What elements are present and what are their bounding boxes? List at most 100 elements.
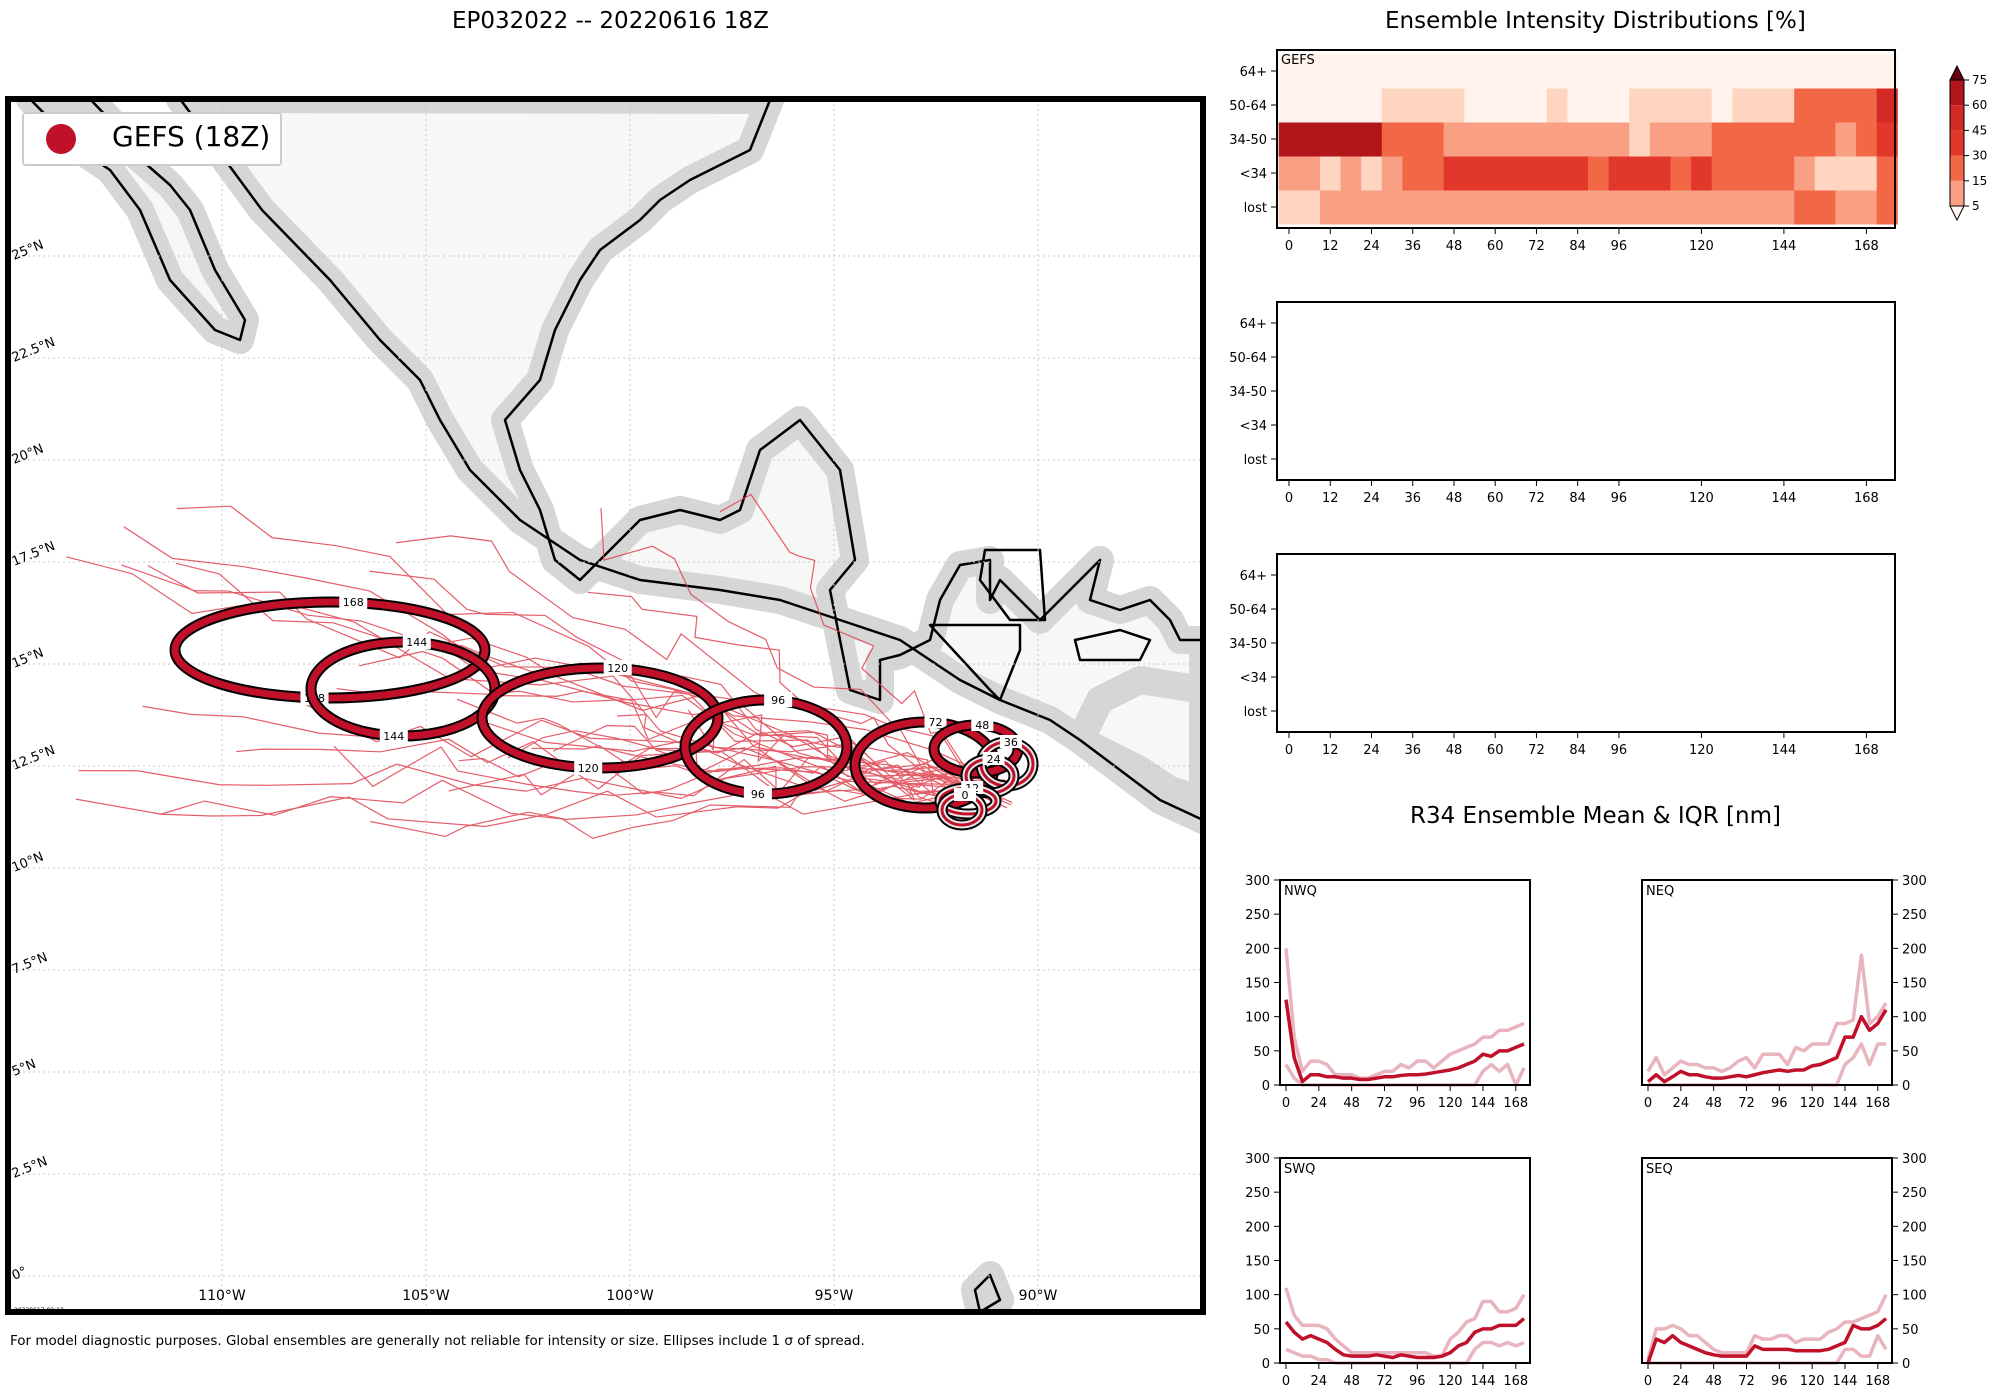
heatmap-cell: [1794, 88, 1816, 123]
heatmap-ytick-label: 34-50: [1229, 637, 1267, 652]
heatmap-cell: [1588, 122, 1610, 157]
legend-marker-dot: [46, 124, 76, 154]
map-title: EP032022 -- 20220616 18Z: [452, 8, 769, 34]
colorbar-segment: [1950, 155, 1964, 181]
ellipse-ring: [171, 598, 489, 702]
heatmap-cell: [1299, 88, 1321, 123]
heatmap-cell: [1381, 122, 1403, 157]
heatmap-cell: [1381, 190, 1403, 225]
colorbar-max-extend: [1949, 64, 1965, 81]
r34-ytick-label: 50: [1902, 1323, 1919, 1338]
heatmap-ytick-label: <34: [1240, 419, 1267, 434]
heatmap-cell: [1423, 156, 1445, 191]
heatmap-xtick-label: 96: [1611, 743, 1628, 758]
heatmap-xtick-label: 24: [1363, 491, 1380, 506]
heatmap-xtick-label: 120: [1689, 239, 1714, 254]
r34-ytick-label: 300: [1902, 874, 1927, 889]
heatmap-cell: [1402, 122, 1424, 157]
r34-xtick-label: 168: [1503, 1374, 1528, 1389]
heatmap-cell: [1526, 54, 1548, 89]
colorbar-frame: [1949, 79, 1965, 207]
heatmap-xtick-label: 144: [1771, 239, 1796, 254]
heatmap-cell: [1649, 54, 1671, 89]
ellipse-96: 96 96: [679, 692, 853, 801]
heatmap-ytick-label: 50-64: [1229, 603, 1267, 618]
ellipse-label: 120: [578, 762, 599, 775]
r34-xtick-label: 48: [1705, 1096, 1722, 1111]
heatmap-cell: [1835, 122, 1857, 157]
ellipse-0: 0: [936, 788, 988, 831]
ellipse-label: 144: [406, 636, 427, 649]
lon-label: 105°W: [402, 1288, 450, 1304]
heatmap-cell: [1711, 54, 1733, 89]
heatmap-xtick-label: 60: [1487, 239, 1504, 254]
heatmap-xtick-label: 12: [1322, 743, 1339, 758]
r34-panel-label: SWQ: [1284, 1162, 1315, 1177]
heatmap-cell: [1773, 88, 1795, 123]
heatmap-xtick-label: 144: [1771, 491, 1796, 506]
r34-ytick-label: 150: [1245, 977, 1270, 992]
heatmap-xtick-label: 168: [1854, 239, 1879, 254]
colorbar-tick-label: 75: [1972, 73, 1987, 87]
r34-xtick-label: 0: [1282, 1374, 1290, 1389]
heatmap-cell: [1423, 122, 1445, 157]
heatmap-cell: [1299, 156, 1321, 191]
heatmap-ytick-label: 64+: [1240, 569, 1267, 584]
heatmap-cell: [1835, 190, 1857, 225]
heatmap-cell: [1856, 88, 1878, 123]
heatmap-xtick-label: 96: [1611, 491, 1628, 506]
heatmap-cell: [1670, 190, 1692, 225]
heatmap-cell: [1876, 122, 1898, 157]
map-legend: GEFS (18Z): [22, 112, 282, 166]
heatmap-xtick-label: 84: [1569, 743, 1586, 758]
heatmap-cell: [1608, 190, 1630, 225]
r34-ytick-label: 100: [1902, 1289, 1927, 1304]
r34-xtick-label: 72: [1376, 1374, 1393, 1389]
lon-label: 95°W: [815, 1288, 854, 1304]
ellipse-label-bg: [402, 634, 431, 649]
heatmap-cell: [1876, 156, 1898, 191]
ellipse-label: 168: [343, 596, 364, 609]
heatmap-cell: [1876, 88, 1898, 123]
heatmap-cell: [1752, 190, 1775, 225]
colorbar-segment: [1950, 180, 1964, 206]
land: [16, 99, 1203, 1312]
heatmap-xtick-label: 60: [1487, 491, 1504, 506]
r34-ytick-label: 50: [1902, 1045, 1919, 1060]
heatmap-xtick-label: 48: [1446, 491, 1463, 506]
heatmap-cell: [1670, 156, 1692, 191]
ellipse-label: 120: [607, 662, 628, 675]
r34-iqr-upper-line: [1646, 1293, 1888, 1361]
heatmap-cell: [1629, 190, 1651, 225]
r34-ytick-label: 200: [1902, 1220, 1927, 1235]
heatmap-xtick-label: 144: [1771, 743, 1796, 758]
heatmap-cell: [1835, 156, 1857, 191]
ellipse-label: 144: [383, 730, 404, 743]
ellipse-label-bg: [603, 660, 632, 675]
r34-xtick-label: 96: [1771, 1374, 1788, 1389]
heatmap-cell: [1526, 190, 1548, 225]
r34-ytick-label: 300: [1245, 874, 1270, 889]
heatmap-cell: [1484, 54, 1507, 89]
colorbar-tick-label: 30: [1972, 149, 1987, 163]
r34-xtick-label: 168: [1503, 1096, 1528, 1111]
heatmap-cell: [1484, 122, 1507, 157]
ensemble-track: [600, 507, 999, 802]
heatmap-cell: [1464, 156, 1486, 191]
heatmap-cell: [1856, 156, 1878, 191]
heatmap-cell: [1526, 122, 1548, 157]
heatmap-cell: [1505, 54, 1527, 89]
r34-panel-swq: SWQ 0 50 100 150 200 250 300 0 24 48 72 96 120 144 168: [1245, 1152, 1531, 1389]
r34-panel-label: NEQ: [1646, 884, 1674, 899]
heatmap-cell: [1340, 190, 1362, 225]
heatmap-cell: [1546, 54, 1568, 89]
colorbar-min-extend: [1949, 205, 1965, 222]
heatmap-cell: [1381, 88, 1403, 123]
heatmap-xtick-label: 12: [1322, 491, 1339, 506]
r34-ytick-label: 50: [1253, 1045, 1270, 1060]
r34-xtick-label: 72: [1738, 1374, 1755, 1389]
heatmap-cell: [1856, 54, 1878, 89]
heatmap-xtick-label: 72: [1528, 491, 1545, 506]
heatmap-panel-label: GEFS: [1281, 53, 1315, 68]
